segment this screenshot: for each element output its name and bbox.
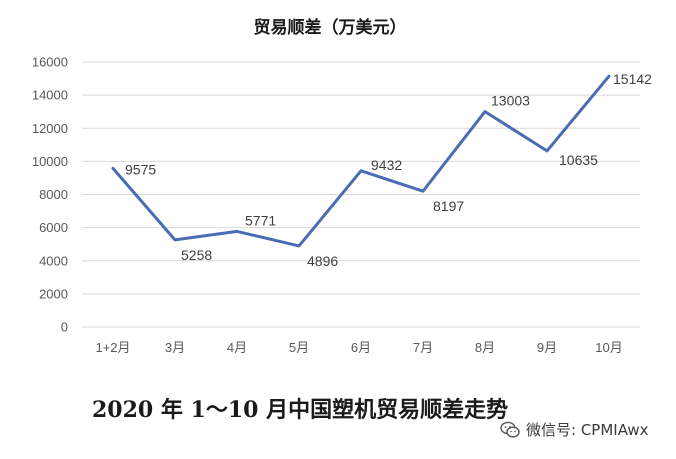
data-label: 15142 — [613, 71, 652, 87]
trade-surplus-line — [111, 74, 611, 248]
y-tick-label: 6000 — [39, 220, 68, 235]
gridlines — [82, 61, 640, 328]
data-label: 10635 — [559, 152, 598, 168]
x-tick-label: 5月 — [289, 340, 309, 355]
y-tick-label: 0 — [61, 320, 68, 335]
data-label: 5258 — [181, 247, 212, 263]
y-tick-label: 12000 — [32, 121, 68, 136]
x-axis-tick-labels: 1+2月 3月 4月 5月 6月 7月 8月 9月 10月 — [95, 340, 622, 355]
watermark-text: 微信号: CPMIAwx — [526, 421, 649, 439]
y-tick-label: 2000 — [39, 286, 68, 301]
x-tick-label: 3月 — [165, 340, 185, 355]
data-label: 13003 — [491, 93, 530, 109]
data-label: 8197 — [433, 198, 464, 214]
y-tick-label: 16000 — [32, 55, 68, 70]
data-label: 4896 — [307, 253, 338, 269]
x-tick-label: 9月 — [537, 340, 557, 355]
wechat-icon — [500, 421, 520, 438]
chart-title: 贸易顺差（万美元） — [254, 17, 407, 38]
y-tick-label: 4000 — [39, 253, 68, 268]
y-tick-label: 14000 — [32, 88, 68, 103]
data-labels: 9575 5258 5771 4896 9432 8197 13003 10635 15142 — [125, 71, 652, 269]
x-tick-label: 4月 — [227, 340, 247, 355]
x-tick-label: 10月 — [595, 340, 622, 355]
x-tick-label: 7月 — [413, 340, 433, 355]
figure-caption: 2020 年 1～10 月中国塑机贸易顺差走势 — [92, 397, 509, 423]
y-tick-label: 8000 — [39, 187, 68, 202]
x-tick-label: 8月 — [475, 340, 495, 355]
data-label: 9575 — [125, 161, 156, 177]
data-label: 5771 — [245, 212, 276, 228]
data-label: 9432 — [371, 157, 402, 173]
x-tick-label: 1+2月 — [95, 340, 130, 355]
y-axis-tick-labels: 0 2000 4000 6000 8000 10000 12000 14000 16000 — [32, 55, 68, 335]
x-tick-label: 6月 — [351, 340, 371, 355]
wechat-watermark: 微信号: CPMIAwx — [500, 419, 649, 440]
y-tick-label: 10000 — [32, 154, 68, 169]
